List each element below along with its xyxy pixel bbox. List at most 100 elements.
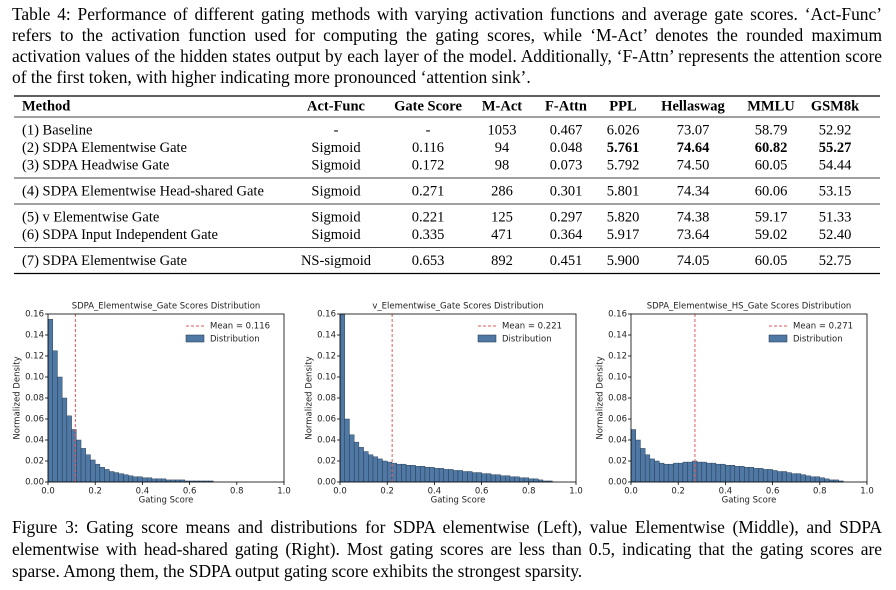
y-tick-label: 0.00 — [25, 478, 44, 488]
y-axis-label: Normalized Density — [596, 356, 606, 439]
table-cell: 0.364 — [550, 227, 583, 243]
y-tick-label: 0.10 — [608, 373, 627, 383]
histogram-chart: v_Elementwise_Gate Scores Distribution 0.… — [305, 302, 583, 506]
histogram-bar — [805, 475, 811, 483]
histogram-bar — [533, 478, 539, 483]
table-cell: 0.271 — [412, 183, 445, 199]
chart-title: v_Elementwise_Gate Scores Distribution — [372, 302, 543, 312]
histogram-bar — [523, 477, 530, 483]
histogram-bar — [725, 465, 731, 483]
histogram-bar — [349, 434, 355, 483]
y-axis-label: Normalized Density — [13, 356, 23, 439]
x-tick-label: 0.4 — [719, 487, 733, 497]
y-axis-label: Normalized Density — [305, 356, 315, 439]
histogram-bar — [123, 474, 129, 483]
histogram-bar — [528, 478, 534, 483]
histogram-bar — [94, 463, 101, 483]
histogram-bar — [500, 475, 506, 483]
table-cell: (3) SDPA Headwise Gate — [22, 157, 169, 173]
table-cell: 0.653 — [412, 253, 445, 269]
table-cell: 98 — [495, 157, 510, 173]
y-tick-label: 0.02 — [608, 457, 627, 467]
histogram-bar — [66, 415, 72, 483]
y-tick-label: 0.02 — [317, 457, 336, 467]
x-tick-label: 0.2 — [88, 487, 102, 497]
histogram-bar — [781, 471, 787, 483]
table-cell: Sigmoid — [311, 209, 361, 225]
histogram-bar — [668, 463, 674, 483]
table-cell: 60.05 — [755, 157, 788, 173]
histogram-bar — [796, 473, 802, 483]
histogram-bar — [90, 459, 96, 483]
histogram-bar — [711, 462, 717, 483]
y-tick-label: 0.12 — [317, 352, 336, 362]
histogram-bar — [810, 476, 816, 483]
histogram-bar — [113, 472, 120, 483]
y-tick-label: 0.06 — [317, 415, 336, 425]
chart-title: SDPA_Elementwise_Gate Scores Distributio… — [72, 302, 261, 312]
table-header: PPL — [609, 98, 637, 114]
x-tick-label: 1.0 — [860, 487, 874, 497]
x-tick-label: 0.6 — [183, 487, 197, 497]
y-tick-label: 0.08 — [25, 394, 44, 404]
caption-text: Performance of different gating methods … — [12, 4, 882, 87]
histogram-bar — [758, 468, 764, 483]
histogram-bar — [52, 350, 58, 483]
histogram-bar — [339, 313, 345, 483]
histogram-bar — [720, 463, 726, 483]
table-cell: 892 — [491, 253, 513, 269]
histogram-bar — [786, 472, 792, 483]
table-cell: Sigmoid — [311, 157, 361, 173]
table-cell: - — [426, 122, 431, 138]
histogram-bar — [495, 474, 501, 483]
histogram-bar — [505, 475, 511, 483]
histogram-bar — [635, 439, 641, 483]
histogram-bar — [424, 467, 430, 483]
table-header: Method — [22, 98, 70, 114]
histogram-bar — [814, 476, 821, 483]
histogram-bar — [481, 473, 487, 483]
table-cell: 0.301 — [550, 183, 583, 199]
y-tick-label: 0.16 — [608, 310, 627, 320]
table-cell: (2) SDPA Elementwise Gate — [22, 140, 187, 156]
histogram-bar — [509, 476, 515, 483]
x-tick-label: 0.8 — [522, 487, 536, 497]
histogram-bar — [687, 461, 693, 483]
histogram-bar — [438, 468, 445, 483]
histogram-bar — [453, 470, 459, 483]
y-tick-label: 0.02 — [25, 457, 44, 467]
x-tick-label: 0.2 — [671, 487, 685, 497]
histogram-bar — [128, 475, 134, 483]
y-tick-label: 0.16 — [25, 310, 44, 320]
table-cell: (5) v Elementwise Gate — [22, 209, 159, 225]
x-tick-label: 0.8 — [813, 487, 827, 497]
table-cell: 1053 — [488, 122, 517, 138]
histogram-bar — [57, 376, 63, 483]
histogram-bar — [353, 441, 360, 483]
histogram-chart: SDPA_Elementwise_Gate Scores Distributio… — [13, 302, 291, 506]
histogram-bar — [490, 474, 496, 483]
legend-mean-label: Mean = 0.116 — [210, 322, 270, 332]
histogram-bar — [443, 469, 449, 483]
histogram-bar — [410, 465, 416, 483]
table-cell: 60.05 — [755, 253, 788, 269]
histogram-bar — [61, 397, 68, 483]
histogram-bar — [118, 473, 124, 483]
table-cell: 0.172 — [412, 157, 445, 173]
histogram-bar — [762, 469, 769, 483]
table-header: MMLU — [747, 98, 795, 114]
table-cell: 5.917 — [607, 227, 640, 243]
figure-caption: Figure 3: Gating score means and distrib… — [12, 516, 882, 582]
table-header: Act-Func — [307, 98, 366, 114]
x-tick-label: 0.4 — [428, 487, 442, 497]
histogram-bar — [467, 471, 473, 483]
x-tick-label: 0.0 — [41, 487, 55, 497]
histogram-bar — [415, 466, 421, 483]
histogram-bar — [396, 463, 402, 483]
table-cell: 5.820 — [607, 209, 640, 225]
y-tick-label: 0.10 — [25, 373, 44, 383]
table-cell: Sigmoid — [311, 140, 361, 156]
table-cell: 60.06 — [755, 183, 788, 199]
caption-label: Table 4: — [12, 4, 71, 24]
